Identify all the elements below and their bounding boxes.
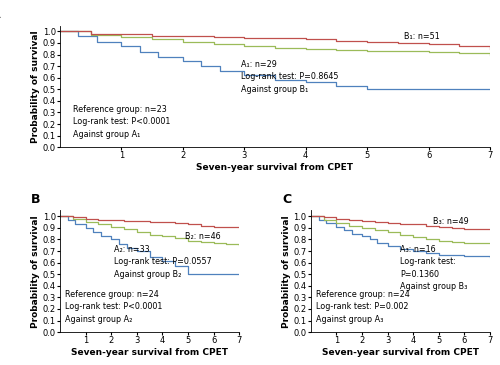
Y-axis label: Probability of survival: Probability of survival [31, 215, 40, 328]
Text: C: C [282, 193, 292, 205]
Text: B₃: n=49: B₃: n=49 [432, 216, 468, 226]
Text: A: A [0, 8, 1, 21]
Text: Reference group: n=24
Log-rank test: P<0.0001
Against group A₂: Reference group: n=24 Log-rank test: P<0… [66, 289, 163, 323]
X-axis label: Seven-year survival from CPET: Seven-year survival from CPET [196, 163, 354, 172]
Text: B: B [32, 193, 41, 205]
Text: B₂: n=46: B₂: n=46 [186, 233, 221, 241]
Text: Reference group: n=24
Log-rank test: P=0.002
Against group A₃: Reference group: n=24 Log-rank test: P=0… [316, 289, 410, 323]
Text: A₃: n=16
Log-rank test:
P=0.1360
Against group B₃: A₃: n=16 Log-rank test: P=0.1360 Against… [400, 245, 468, 291]
Y-axis label: Probability of survival: Probability of survival [31, 30, 40, 143]
Text: A₂: n=33
Log-rank test: P=0.0557
Against group B₂: A₂: n=33 Log-rank test: P=0.0557 Against… [114, 245, 212, 278]
X-axis label: Seven-year survival from CPET: Seven-year survival from CPET [322, 348, 479, 357]
X-axis label: Seven-year survival from CPET: Seven-year survival from CPET [71, 348, 228, 357]
Y-axis label: Probability of survival: Probability of survival [282, 215, 290, 328]
Text: B₁: n=51: B₁: n=51 [404, 32, 440, 41]
Text: Reference group: n=23
Log-rank test: P<0.0001
Against group A₁: Reference group: n=23 Log-rank test: P<0… [73, 105, 170, 139]
Text: A₁: n=29
Log-rank test: P=0.8645
Against group B₁: A₁: n=29 Log-rank test: P=0.8645 Against… [240, 59, 338, 93]
